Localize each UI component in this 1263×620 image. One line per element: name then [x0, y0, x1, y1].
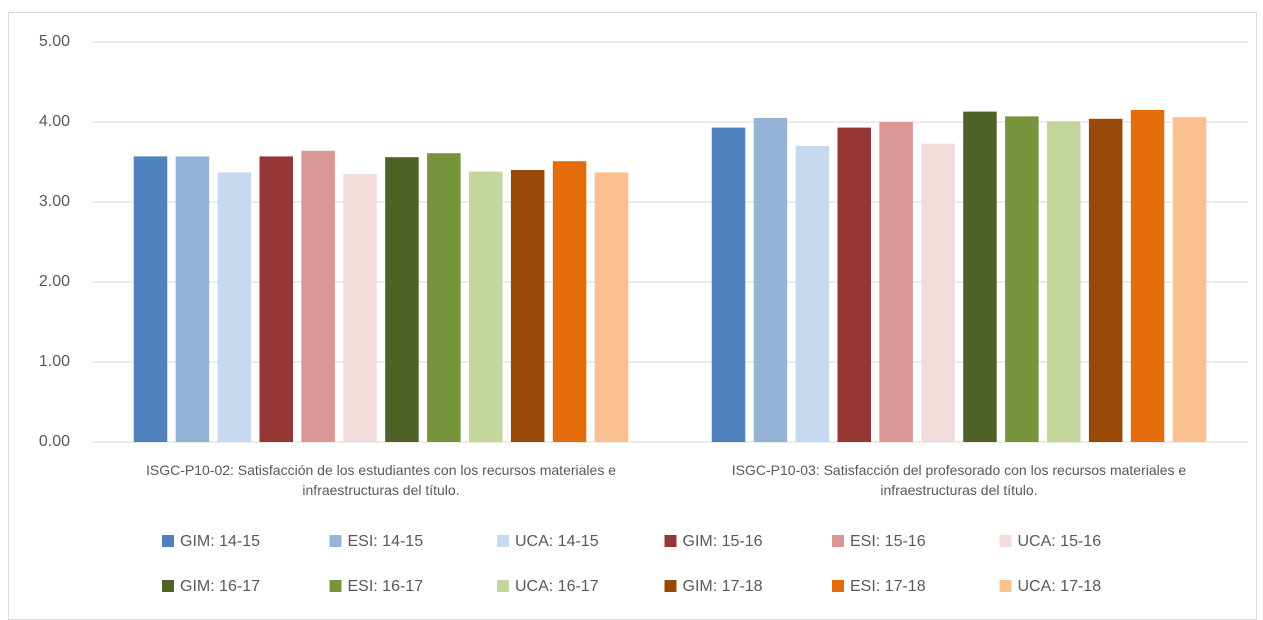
bar: [427, 153, 461, 442]
legend-label: ESI: 14-15: [348, 533, 424, 550]
legend-label: UCA: 14-15: [515, 533, 599, 550]
legend-label: UCA: 17-18: [1018, 578, 1102, 595]
y-tick-label: 4.00: [39, 113, 70, 130]
bar: [879, 122, 913, 442]
legend-swatch: [999, 580, 1012, 592]
bar: [795, 146, 830, 442]
bar: [510, 170, 545, 442]
legend-label: UCA: 15-16: [1018, 533, 1102, 550]
bar: [1088, 118, 1123, 443]
legend-label: UCA: 16-17: [515, 578, 599, 595]
y-tick-label: 3.00: [39, 193, 70, 210]
y-tick-label: 1.00: [39, 353, 70, 370]
legend-swatch: [329, 580, 342, 592]
legend-swatch: [497, 580, 509, 592]
legend-swatch: [832, 535, 844, 547]
bar: [343, 174, 377, 442]
bar: [1130, 110, 1165, 442]
legend-swatch: [664, 535, 677, 547]
legend-label: GIM: 14-15: [180, 533, 260, 550]
bar: [259, 156, 293, 442]
legend-swatch: [832, 580, 844, 592]
y-tick-label: 0.00: [39, 433, 70, 450]
bar: [1047, 121, 1081, 442]
x-tick-label: ISGC-P10-02: Satisfacción de los estudia…: [145, 462, 616, 498]
bar: [594, 172, 629, 442]
y-tick-label: 5.00: [39, 33, 70, 50]
bar: [837, 127, 871, 442]
bar: [1172, 117, 1207, 442]
legend-label: GIM: 15-16: [683, 533, 763, 550]
legend-swatch: [664, 580, 677, 592]
legend-label: ESI: 16-17: [348, 578, 424, 595]
x-tick-label: ISGC-P10-03: Satisfacción del profesorad…: [731, 462, 1187, 498]
bar: [711, 127, 746, 442]
legend-label: ESI: 15-16: [850, 533, 926, 550]
bar: [552, 161, 587, 442]
bar: [1005, 116, 1039, 443]
bar: [385, 157, 419, 442]
legend-swatch: [999, 535, 1012, 547]
legend-swatch: [162, 535, 174, 547]
bar: [921, 143, 955, 442]
y-tick-label: 2.00: [39, 273, 70, 290]
bar: [217, 172, 252, 442]
legend-swatch: [162, 580, 174, 592]
bar: [175, 156, 210, 442]
legend-swatch: [329, 535, 342, 547]
legend-swatch: [497, 535, 509, 547]
bar: [301, 150, 335, 443]
bar: [963, 111, 997, 442]
bar: [469, 171, 503, 442]
bar: [753, 118, 788, 442]
legend-label: GIM: 16-17: [180, 578, 260, 595]
bar: [133, 156, 168, 442]
legend-label: GIM: 17-18: [683, 578, 763, 595]
legend-label: ESI: 17-18: [850, 578, 926, 595]
